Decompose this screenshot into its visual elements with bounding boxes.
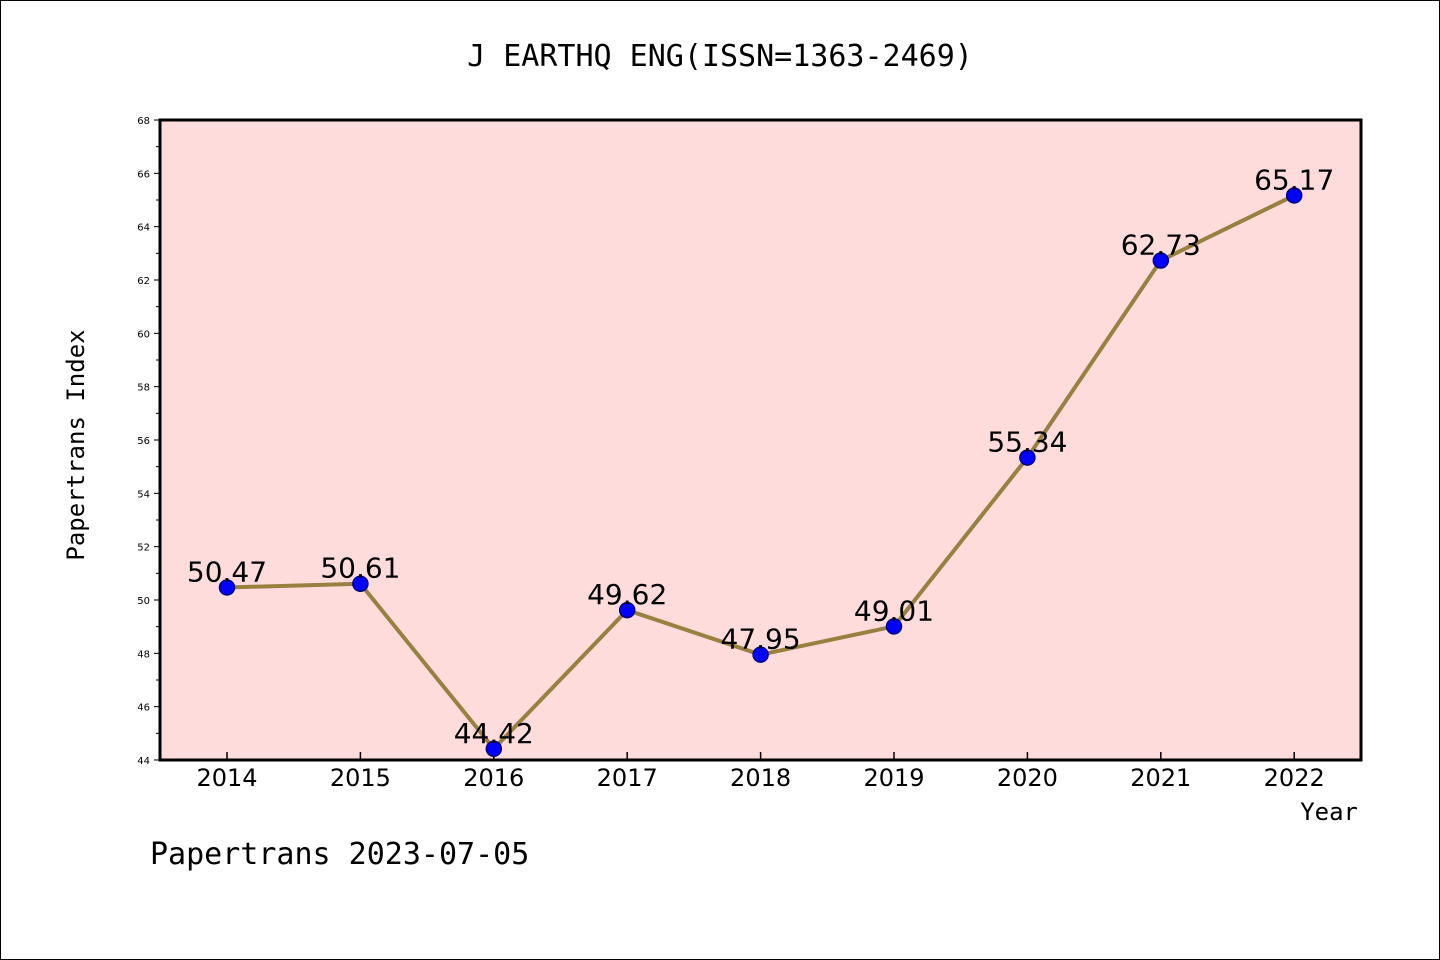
- data-label: 49.62: [587, 578, 667, 611]
- data-point: [485, 740, 503, 758]
- y-tick-label: 62: [137, 276, 150, 287]
- x-tick-label: 2019: [863, 764, 924, 792]
- y-axis: 44 46 48 50 52 54 56 58 60 62 64 66 68: [137, 116, 160, 767]
- y-tick-label: 64: [137, 223, 150, 234]
- data-point: [1019, 449, 1036, 466]
- data-point: [218, 579, 236, 596]
- x-tick-label: 2022: [1264, 764, 1325, 792]
- data-point: [885, 618, 903, 635]
- plot-border: [158, 118, 1363, 762]
- y-tick-label: 54: [137, 489, 150, 500]
- footer-caption: Papertrans 2023-07-05: [150, 837, 529, 872]
- chart-title: J EARTHQ ENG(ISSN=1363-2469): [467, 39, 973, 74]
- x-tick-label: 2021: [1130, 764, 1191, 792]
- data-point: [1152, 252, 1170, 269]
- y-tick-label: 68: [137, 116, 150, 127]
- x-tick-label: 2015: [330, 764, 391, 792]
- x-axis: 2014 2015 2016 2017 2018 2019 2020 2021 2022: [196, 752, 1325, 792]
- data-label: 62.73: [1121, 229, 1201, 262]
- y-axis-label: Papertrans Index: [62, 329, 90, 560]
- y-tick-label: 48: [137, 649, 150, 660]
- data-label: 55.34: [987, 426, 1067, 459]
- x-tick-label: 2018: [730, 764, 791, 792]
- data-point: [752, 646, 769, 663]
- data-label: 44.42: [454, 717, 534, 750]
- y-tick-label: 52: [137, 543, 150, 554]
- data-label: 50.47: [187, 555, 267, 588]
- data-point: [618, 601, 636, 619]
- data-label: 47.95: [721, 623, 801, 656]
- data-label: 65.17: [1254, 163, 1334, 196]
- data-point: [1285, 187, 1303, 204]
- x-tick-label: 2016: [463, 764, 524, 792]
- data-point: [352, 575, 369, 592]
- data-labels: 50.47 50.61 44.42 49.62 47.95 49.01 55.34 62.73…: [187, 163, 1334, 749]
- markers: [218, 187, 1303, 758]
- x-tick-label: 2017: [597, 764, 658, 792]
- data-label: 50.61: [320, 552, 400, 585]
- x-tick-label: 2020: [997, 764, 1058, 792]
- data-label: 49.01: [854, 594, 934, 627]
- y-tick-label: 46: [137, 703, 150, 714]
- plot-area: [160, 120, 1361, 760]
- x-tick-label: 2014: [196, 764, 257, 792]
- y-tick-label: 66: [137, 169, 150, 180]
- y-tick-label: 58: [137, 383, 150, 394]
- y-tick-label: 44: [137, 756, 150, 767]
- x-axis-label: Year: [1300, 798, 1358, 826]
- y-tick-label: 50: [137, 596, 150, 607]
- y-tick-label: 56: [137, 436, 150, 447]
- y-tick-label: 60: [137, 329, 150, 340]
